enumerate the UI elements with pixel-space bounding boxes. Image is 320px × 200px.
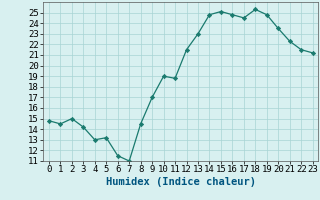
X-axis label: Humidex (Indice chaleur): Humidex (Indice chaleur)	[106, 177, 256, 187]
